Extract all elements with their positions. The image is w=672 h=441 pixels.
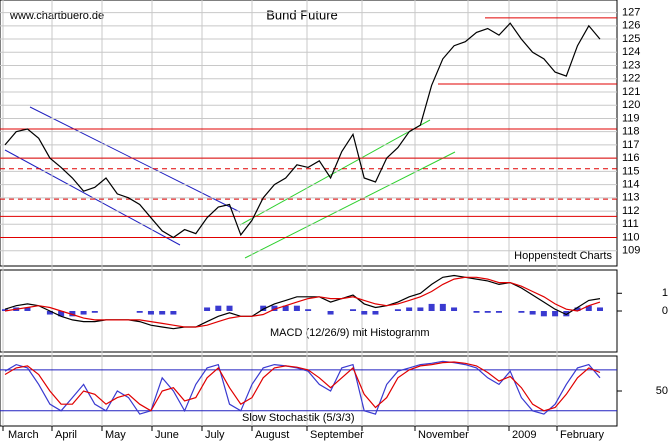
histogram-bar bbox=[282, 305, 289, 311]
histogram-bar bbox=[417, 307, 424, 311]
histogram-bar bbox=[473, 311, 480, 313]
histogram-bar bbox=[136, 311, 143, 313]
histogram-bar bbox=[518, 311, 525, 313]
y-tick-label: 113 bbox=[622, 192, 640, 204]
histogram-bar bbox=[293, 305, 300, 311]
y-tick-label: 114 bbox=[622, 179, 640, 191]
histogram-bar bbox=[170, 311, 177, 315]
histogram-bar bbox=[46, 311, 53, 315]
x-tick-label: July bbox=[205, 429, 225, 441]
histogram-bar bbox=[80, 311, 87, 315]
histogram-bar bbox=[159, 311, 166, 315]
y-tick-label: 117 bbox=[622, 139, 640, 151]
y-tick-label: 110 bbox=[622, 231, 640, 243]
stoch-line bbox=[4, 360, 601, 415]
channels bbox=[4, 106, 456, 259]
histogram-bar bbox=[147, 311, 154, 315]
y-tick-label: 50 bbox=[656, 385, 668, 397]
source: www.chartbuero.de bbox=[9, 10, 104, 22]
x-tick-label: September bbox=[310, 429, 364, 441]
price-line bbox=[4, 22, 601, 239]
histogram-bar bbox=[529, 311, 536, 315]
x-tick-label: June bbox=[155, 429, 179, 441]
macd-line bbox=[4, 276, 601, 328]
histogram-bar bbox=[372, 311, 379, 315]
histogram-bar bbox=[394, 309, 401, 311]
histogram-bar bbox=[226, 305, 233, 311]
histogram-bar bbox=[91, 311, 98, 313]
y-tick-label: 118 bbox=[622, 126, 640, 138]
chart-title: Bund Future bbox=[266, 7, 338, 22]
y-tick-label: 116 bbox=[622, 152, 640, 164]
histogram-bar bbox=[260, 305, 267, 311]
histogram-bar bbox=[271, 305, 278, 311]
x-tick-label: August bbox=[255, 429, 289, 441]
y-tick-label: 127 bbox=[622, 6, 640, 18]
price-panel bbox=[0, 0, 618, 267]
histogram-bar bbox=[439, 303, 446, 311]
macd-title: MACD (12/26/9) mit Histogramm bbox=[270, 327, 430, 339]
y-tick-label: 120 bbox=[622, 99, 640, 111]
y-tick-label: 111 bbox=[622, 218, 639, 230]
x-tick-label: May bbox=[105, 429, 126, 441]
histogram-bar bbox=[495, 311, 502, 313]
x-tick-label: April bbox=[55, 429, 77, 441]
y-tick-label: 112 bbox=[622, 205, 640, 217]
histogram-bar bbox=[69, 311, 76, 317]
histogram-bar bbox=[428, 303, 435, 311]
y-tick-label: 0 bbox=[662, 305, 668, 317]
y-tick-label: 119 bbox=[622, 112, 640, 124]
histogram-bar bbox=[215, 305, 222, 311]
y-tick-label: 124 bbox=[622, 46, 640, 58]
histogram-bar bbox=[563, 311, 570, 317]
histogram-bar bbox=[585, 305, 592, 311]
histogram-bar bbox=[58, 311, 65, 317]
histogram-bar bbox=[484, 311, 491, 313]
histogram-bar bbox=[597, 307, 603, 311]
histogram-bar bbox=[327, 311, 334, 315]
x-tick-label: 2009 bbox=[512, 429, 536, 441]
y-tick-label: 123 bbox=[622, 59, 640, 71]
x-tick-label: February bbox=[560, 429, 605, 441]
y-tick-label: 109 bbox=[622, 245, 640, 257]
macd-line bbox=[4, 274, 601, 330]
histogram-bar bbox=[406, 307, 413, 311]
histogram-bar bbox=[350, 309, 357, 311]
histogram-bar bbox=[24, 307, 31, 311]
histogram-bar bbox=[451, 307, 458, 311]
histogram-bar bbox=[574, 307, 581, 311]
y-tick-label: 125 bbox=[622, 33, 640, 45]
y-tick-label: 115 bbox=[622, 165, 640, 177]
histogram-bar bbox=[2, 309, 8, 311]
y-tick-label: 1 bbox=[662, 287, 668, 299]
y-tick-label: 121 bbox=[622, 86, 640, 98]
y-tick-label: 126 bbox=[622, 20, 640, 32]
histogram-bar bbox=[204, 307, 211, 311]
histogram-bar bbox=[552, 311, 559, 317]
histogram-bar bbox=[540, 311, 547, 317]
credit: Hoppenstedt Charts bbox=[514, 250, 612, 262]
stoch-line bbox=[4, 361, 601, 412]
x-tick-label: March bbox=[8, 429, 39, 441]
y-tick-label: 122 bbox=[622, 73, 640, 85]
stoch-title: Slow Stochastik (5/3/3) bbox=[242, 412, 355, 424]
x-tick-label: November bbox=[418, 429, 469, 441]
histogram-bar bbox=[361, 311, 368, 315]
histogram-bar bbox=[305, 309, 312, 311]
